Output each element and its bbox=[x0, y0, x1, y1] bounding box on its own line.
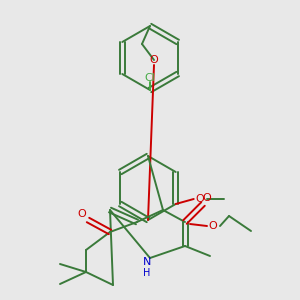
Text: O: O bbox=[195, 194, 204, 204]
Text: O: O bbox=[78, 209, 86, 219]
Text: O: O bbox=[150, 55, 158, 65]
Text: O: O bbox=[208, 221, 217, 231]
Text: Cl: Cl bbox=[145, 73, 155, 83]
Text: H: H bbox=[143, 268, 151, 278]
Text: O: O bbox=[202, 193, 211, 203]
Text: N: N bbox=[143, 257, 151, 267]
